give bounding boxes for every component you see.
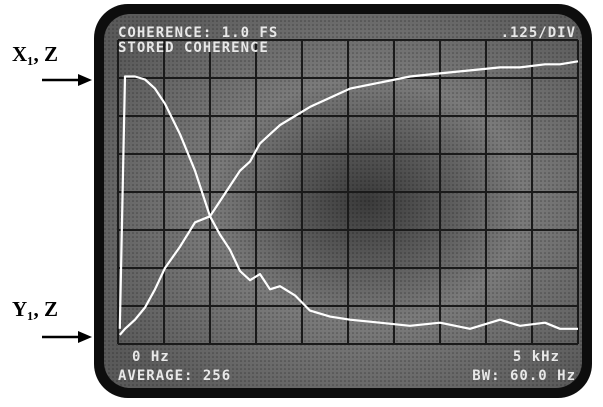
average-label: AVERAGE: 256 bbox=[118, 368, 231, 384]
screen-texture bbox=[104, 14, 582, 388]
stop-label: 5 kHz bbox=[513, 349, 560, 365]
arrow bbox=[42, 74, 92, 86]
series-label: X₁, Z bbox=[12, 42, 58, 66]
trace bbox=[118, 75, 578, 330]
graticule bbox=[117, 39, 579, 345]
screen-title: COHERENCE: 1.0 FS bbox=[118, 25, 278, 41]
start-label: 0 Hz bbox=[132, 349, 170, 365]
series-label: Y₁, Z bbox=[12, 297, 58, 321]
bandwidth-label: BW: 60.0 Hz bbox=[472, 368, 576, 384]
screen-subtitle: STORED COHERENCE bbox=[118, 40, 269, 56]
trace bbox=[118, 60, 579, 336]
arrow bbox=[42, 331, 92, 343]
scale-label: .125/DIV bbox=[501, 25, 576, 41]
